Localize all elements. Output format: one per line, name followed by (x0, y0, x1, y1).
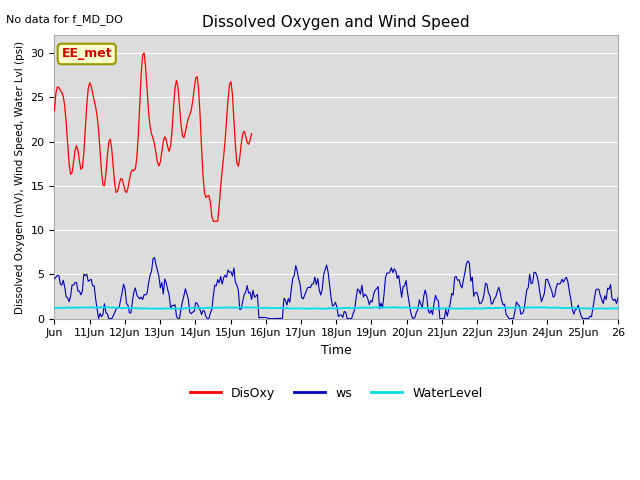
Text: No data for f_MD_DO: No data for f_MD_DO (6, 14, 124, 25)
Title: Dissolved Oxygen and Wind Speed: Dissolved Oxygen and Wind Speed (202, 15, 470, 30)
Legend: DisOxy, ws, WaterLevel: DisOxy, ws, WaterLevel (185, 382, 488, 405)
Y-axis label: Dissolved Oxygen (mV), Wind Speed, Water Lvl (psi): Dissolved Oxygen (mV), Wind Speed, Water… (15, 40, 25, 313)
X-axis label: Time: Time (321, 344, 351, 357)
Text: EE_met: EE_met (61, 48, 112, 60)
